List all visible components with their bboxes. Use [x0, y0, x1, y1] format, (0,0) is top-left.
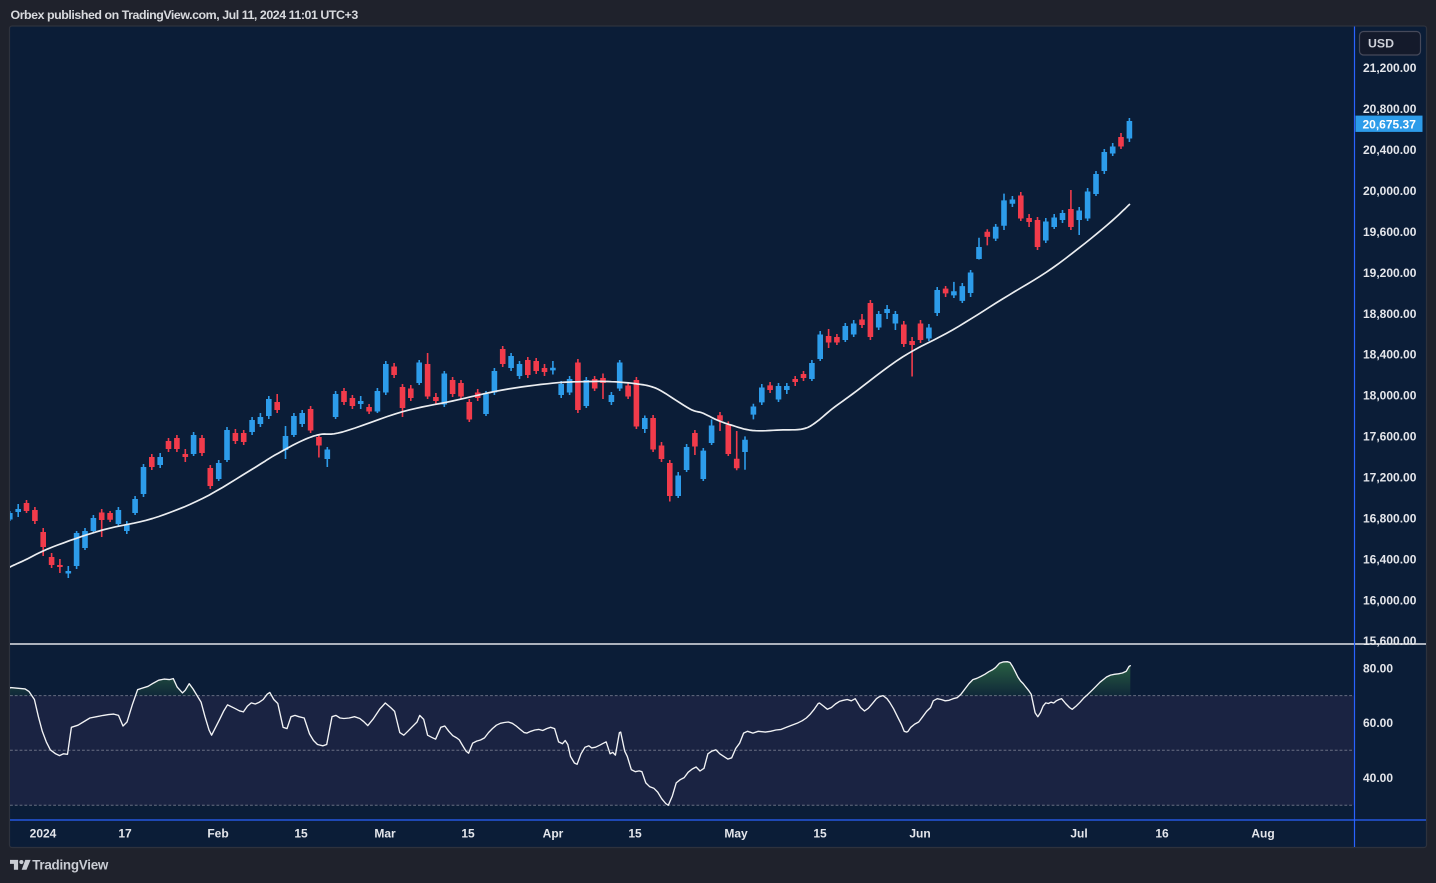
svg-text:20,675.37: 20,675.37	[1363, 117, 1417, 131]
svg-text:Feb: Feb	[207, 827, 228, 841]
svg-text:16,000.00: 16,000.00	[1363, 593, 1417, 607]
svg-text:Jul: Jul	[1070, 827, 1087, 841]
svg-text:18,000.00: 18,000.00	[1363, 389, 1417, 403]
svg-text:16: 16	[1155, 827, 1169, 841]
svg-text:Jun: Jun	[909, 827, 930, 841]
svg-text:80.00: 80.00	[1363, 661, 1393, 675]
svg-text:16,800.00: 16,800.00	[1363, 511, 1417, 525]
svg-text:Mar: Mar	[374, 827, 396, 841]
svg-text:15: 15	[628, 827, 642, 841]
svg-text:May: May	[724, 827, 748, 841]
svg-text:21,200.00: 21,200.00	[1363, 61, 1417, 75]
svg-text:USD: USD	[1368, 37, 1394, 51]
svg-text:15,600.00: 15,600.00	[1363, 634, 1417, 648]
svg-text:18,800.00: 18,800.00	[1363, 307, 1417, 321]
svg-text:15: 15	[813, 827, 827, 841]
svg-text:20,400.00: 20,400.00	[1363, 143, 1417, 157]
svg-text:17,600.00: 17,600.00	[1363, 430, 1417, 444]
svg-text:60.00: 60.00	[1363, 716, 1393, 730]
svg-text:2024: 2024	[30, 827, 57, 841]
svg-text:Orbex published on TradingView: Orbex published on TradingView.com, Jul …	[11, 8, 359, 22]
svg-text:18,400.00: 18,400.00	[1363, 348, 1417, 362]
svg-text:TradingView: TradingView	[32, 858, 109, 873]
svg-text:17: 17	[118, 827, 132, 841]
svg-text:20,000.00: 20,000.00	[1363, 184, 1417, 198]
svg-text:15: 15	[294, 827, 308, 841]
svg-text:Aug: Aug	[1251, 827, 1274, 841]
svg-text:15: 15	[461, 827, 475, 841]
svg-text:40.00: 40.00	[1363, 771, 1393, 785]
svg-text:Apr: Apr	[543, 827, 564, 841]
svg-text:16,400.00: 16,400.00	[1363, 552, 1417, 566]
svg-text:19,200.00: 19,200.00	[1363, 266, 1417, 280]
svg-text:19,600.00: 19,600.00	[1363, 225, 1417, 239]
svg-text:17,200.00: 17,200.00	[1363, 471, 1417, 485]
svg-text:20,800.00: 20,800.00	[1363, 102, 1417, 116]
